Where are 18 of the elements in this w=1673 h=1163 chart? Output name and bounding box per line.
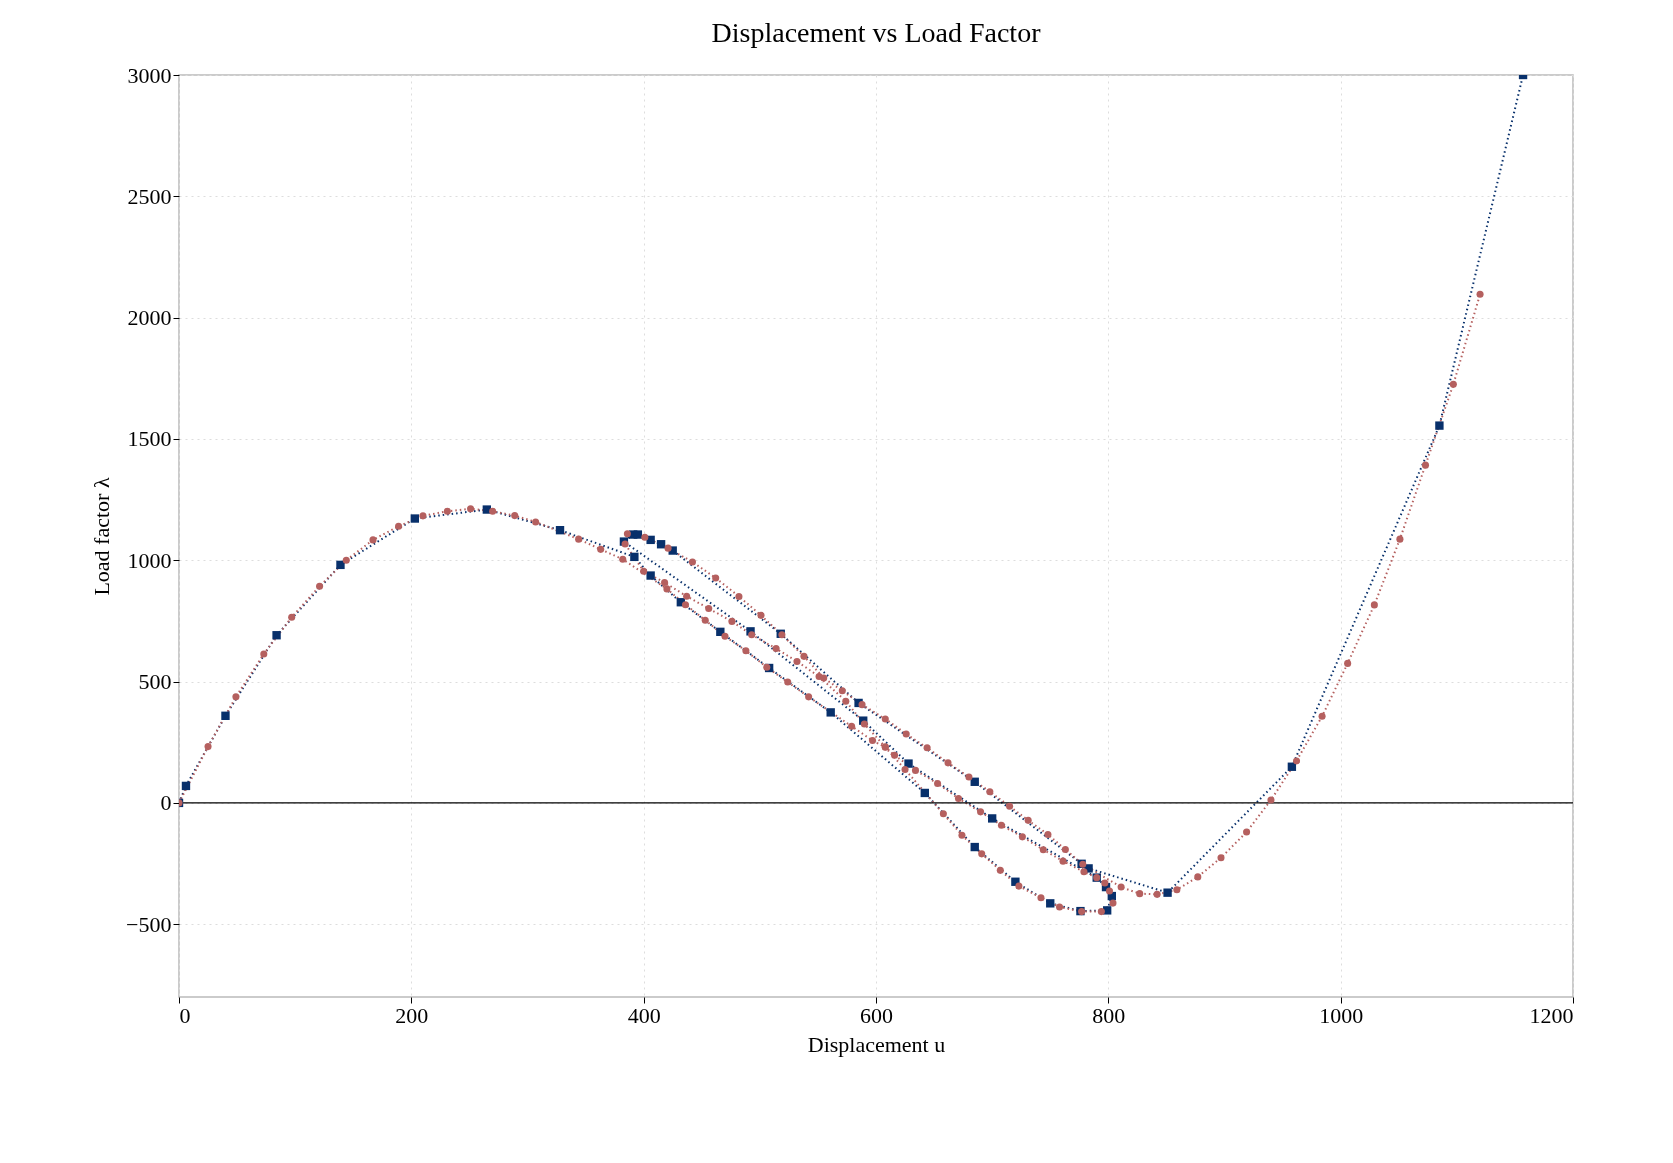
x-tick-label: 0 <box>179 1002 191 1028</box>
y-axis-title: Load factor λ <box>89 477 115 596</box>
y-tick-label: 0 <box>160 790 172 816</box>
y-tick-label: 1500 <box>127 426 172 452</box>
y-tick-label: 2500 <box>127 183 172 209</box>
y-tick-label: 1000 <box>127 547 172 573</box>
x-tick-label: 200 <box>395 1002 429 1028</box>
x-tick-label: 800 <box>1092 1002 1126 1028</box>
x-tick-label: 400 <box>627 1002 661 1028</box>
x-tick-label: 1000 <box>1319 1002 1364 1028</box>
x-tick-label: 1200 <box>1529 1002 1574 1028</box>
y-tick-label: 2000 <box>127 305 172 331</box>
x-tick-label: 600 <box>860 1002 893 1028</box>
y-tick-label: 500 <box>138 669 172 695</box>
x-axis-title: Displacement u <box>807 1031 946 1057</box>
y-tick-label: −500 <box>126 911 172 937</box>
chart-title: Displacement vs Load Factor <box>711 17 1042 48</box>
y-tick-label: 3000 <box>127 62 172 88</box>
